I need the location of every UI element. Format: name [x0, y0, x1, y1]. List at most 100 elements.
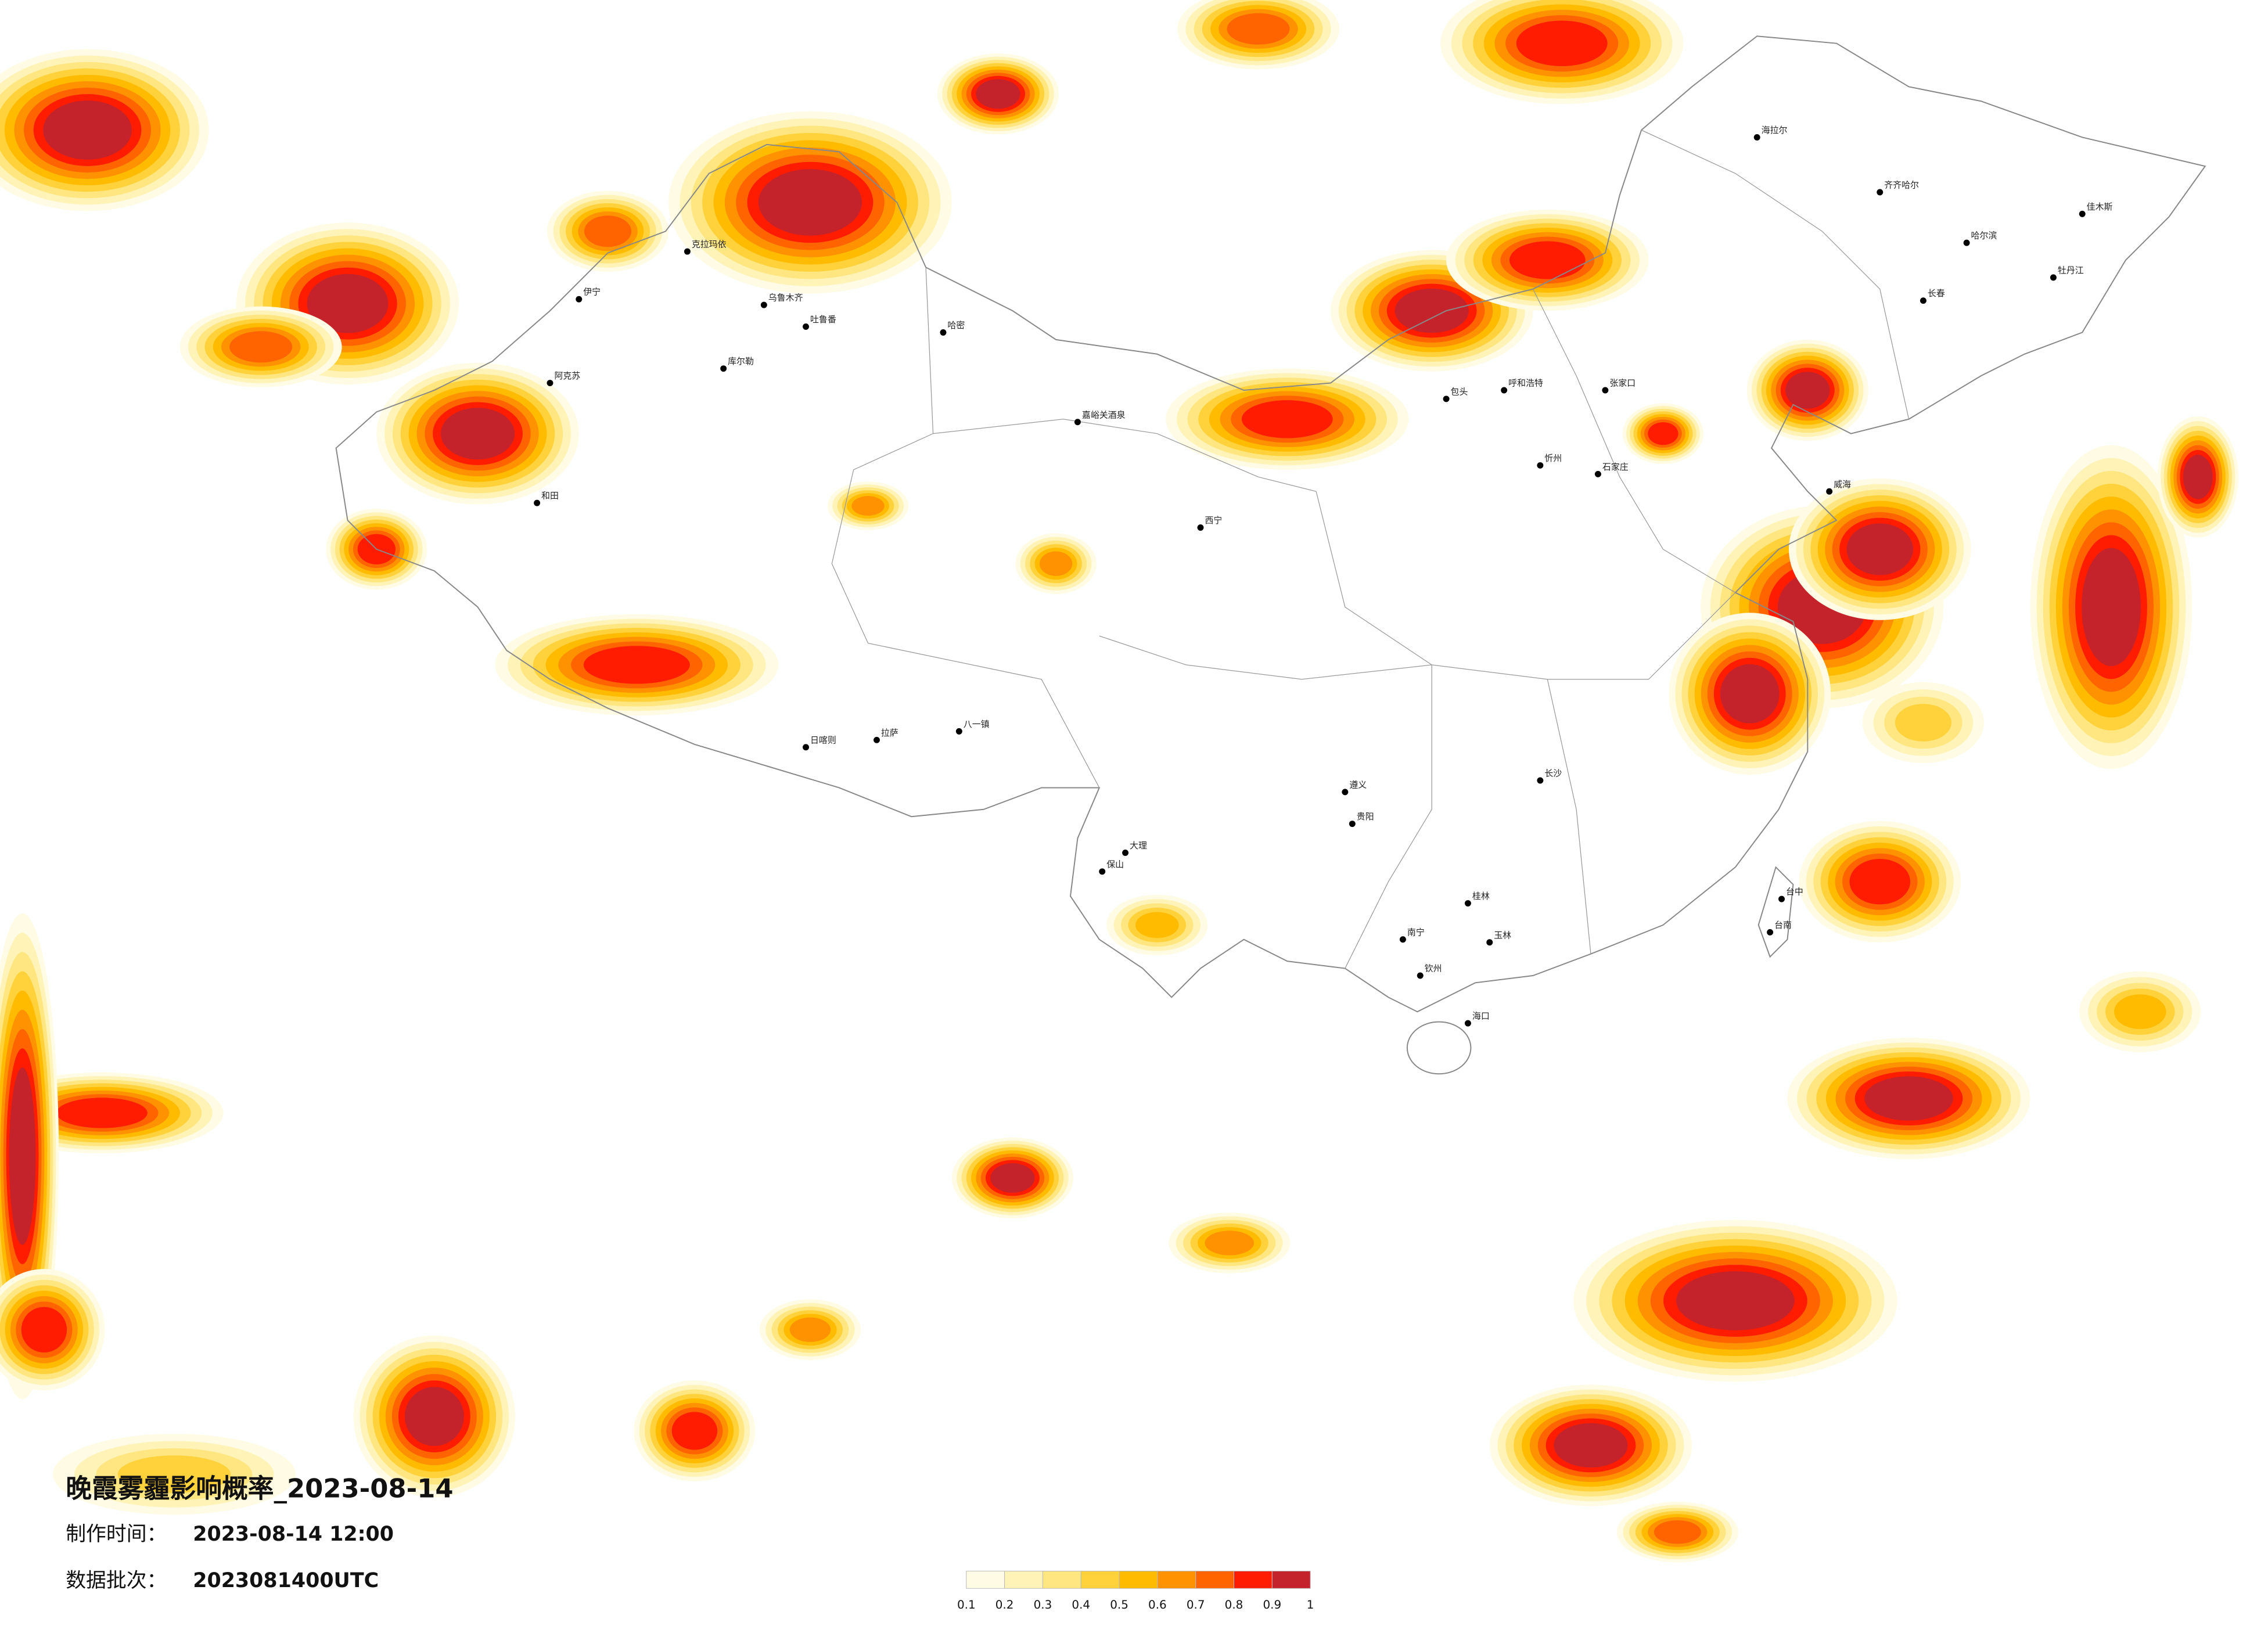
legend: 0.1 0.2 0.3 0.4 0.5 0.6 0.7 0.8 0.9 1 [957, 1570, 1314, 1611]
city-dot [1537, 777, 1544, 784]
city-label: 张家口 [1609, 378, 1636, 388]
haze-area [2183, 455, 2213, 499]
city-dot [803, 323, 809, 330]
city-dot [1537, 462, 1544, 469]
city-dot [1417, 972, 1424, 979]
city-label: 台南 [1774, 920, 1792, 930]
city-label: 遵义 [1349, 779, 1367, 790]
city-label: 库尔勒 [728, 356, 754, 366]
legend-tick-label: 1 [1307, 1598, 1314, 1611]
haze-area [1895, 704, 1951, 742]
city-dot [1074, 419, 1081, 426]
city-label: 日喀则 [810, 735, 836, 745]
city-dot [874, 736, 880, 743]
city-label: 南宁 [1407, 927, 1425, 937]
legend-swatch [1080, 1570, 1120, 1589]
legend-tick-label: 0.8 [1225, 1598, 1243, 1611]
province-borders [831, 129, 1910, 969]
city-dot [1099, 868, 1106, 875]
legend-tick-label: 0.6 [1148, 1598, 1167, 1611]
legend-tick-label: 0.2 [995, 1598, 1014, 1611]
city-label: 包头 [1451, 386, 1468, 397]
city-label: 拉萨 [881, 728, 898, 738]
city-dot [955, 728, 962, 735]
city-dot [1399, 936, 1406, 943]
haze-area [671, 1412, 718, 1450]
legend-tick-label: 0.3 [1034, 1598, 1052, 1611]
city-label: 阿克苏 [554, 370, 580, 381]
haze-area [1039, 551, 1073, 576]
haze-area [1785, 372, 1830, 409]
city-dot [1826, 488, 1833, 495]
taiwan-outline [1757, 866, 1794, 958]
haze-area [307, 274, 389, 333]
city-dot [1464, 900, 1471, 907]
haze-area [584, 215, 632, 247]
china-outline [335, 35, 2206, 1013]
city-dot [1963, 239, 1970, 246]
legend-swatch [1271, 1570, 1311, 1589]
haze-area [404, 1387, 464, 1446]
legend-swatch [1004, 1570, 1043, 1589]
city-label: 西宁 [1205, 515, 1222, 526]
city-label: 乌鲁木齐 [768, 293, 803, 303]
city-dot [1778, 895, 1785, 902]
city-dot [803, 744, 809, 751]
city-label: 贵阳 [1357, 811, 1374, 822]
hainan-outline [1406, 1021, 1472, 1075]
batch-label: 数据批次： [66, 1569, 167, 1592]
city-dot [1753, 134, 1760, 141]
city-label: 齐齐哈尔 [1884, 180, 1919, 190]
city-dot [534, 499, 541, 506]
city-label: 台中 [1786, 887, 1803, 897]
haze-area [1720, 664, 1780, 724]
city-label: 威海 [1834, 479, 1851, 490]
city-dot [1197, 524, 1204, 531]
city-label: 呼和浩特 [1508, 378, 1543, 388]
haze-area [1227, 13, 1290, 45]
haze-area [583, 646, 690, 684]
city-label: 长沙 [1544, 768, 1562, 779]
city-label: 伊宁 [583, 287, 601, 297]
city-dot [547, 380, 553, 387]
city-label: 长春 [1928, 288, 1945, 298]
legend-swatch [1042, 1570, 1081, 1589]
city-label: 忻州 [1544, 453, 1562, 463]
city-dot [1464, 1020, 1471, 1027]
haze-area [990, 1163, 1035, 1193]
legend-tick-label: 0.4 [1072, 1598, 1090, 1611]
haze-area [851, 496, 885, 516]
haze-area [1864, 1076, 1953, 1121]
city-label: 克拉玛依 [692, 239, 727, 250]
city-dot [1920, 297, 1926, 304]
haze-area [1648, 422, 1678, 445]
haze-area [2114, 994, 2166, 1030]
legend-swatch [1157, 1570, 1196, 1589]
city-dot [684, 248, 691, 255]
city-label: 嘉峪关酒泉 [1082, 409, 1126, 420]
city-label: 牡丹江 [2058, 265, 2084, 275]
city-label: 保山 [1106, 859, 1124, 869]
haze-area [1205, 1231, 1255, 1256]
haze-area [1241, 400, 1333, 438]
legend-swatch [1195, 1570, 1235, 1589]
city-label: 海口 [1472, 1011, 1490, 1021]
city-dot [760, 301, 767, 308]
haze-area [43, 100, 132, 160]
city-label: 玉林 [1494, 930, 1511, 940]
batch-value: 2023081400UTC [193, 1569, 379, 1592]
haze-area [1509, 241, 1586, 279]
city-label: 大理 [1130, 840, 1147, 851]
city-label: 钦州 [1425, 963, 1442, 974]
haze-area [1676, 1271, 1795, 1330]
legend-tick-label: 0.5 [1110, 1598, 1128, 1611]
haze-area [229, 331, 293, 363]
city-label: 桂林 [1472, 891, 1490, 901]
haze-area [1554, 1423, 1628, 1468]
haze-area [1849, 859, 1911, 905]
city-dot [1767, 929, 1774, 936]
production-time-label: 制作时间： [66, 1523, 167, 1546]
haze-area [440, 408, 515, 460]
city-dot [1349, 821, 1356, 828]
